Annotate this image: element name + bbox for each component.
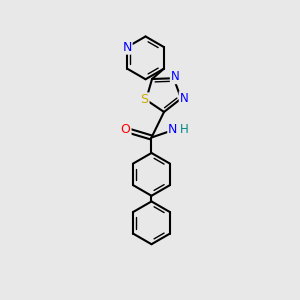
Text: N: N <box>180 92 188 105</box>
Text: N: N <box>168 123 178 136</box>
Text: N: N <box>122 41 132 54</box>
Text: N: N <box>171 70 179 83</box>
Text: H: H <box>179 123 188 136</box>
Text: O: O <box>121 123 130 136</box>
Text: S: S <box>141 93 148 106</box>
